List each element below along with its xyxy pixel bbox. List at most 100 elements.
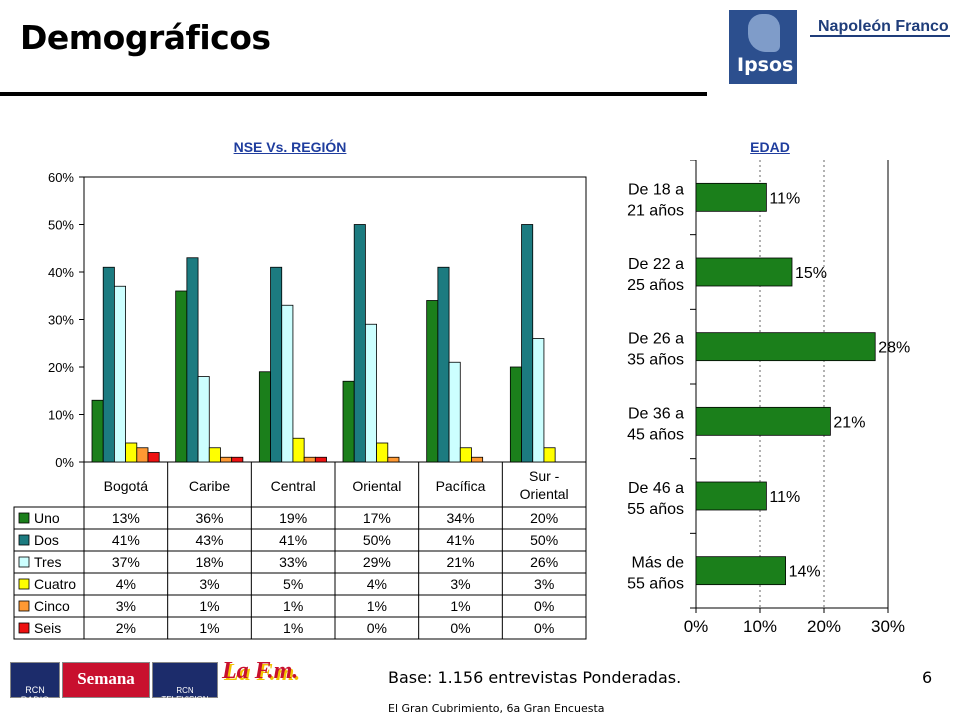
bar-seis [231, 456, 244, 463]
bar-uno [509, 366, 522, 463]
table-cell: 17% [363, 510, 391, 526]
table-cell: 41% [446, 532, 474, 548]
x-category-label: Caribe [189, 478, 230, 494]
age-bar [695, 182, 767, 212]
study-note: El Gran Cubrimiento, 6a Gran Encuesta [388, 702, 605, 715]
table-cell: 3% [450, 576, 470, 592]
x-category-label: Central [271, 478, 316, 494]
table-cell: 1% [199, 598, 219, 614]
table-cell: 5% [283, 576, 303, 592]
age-bar-value: 15% [795, 265, 827, 282]
age-category-line2: 55 años [627, 501, 684, 518]
x-category-label-line1: Sur - [529, 468, 560, 484]
bar-dos [521, 224, 534, 463]
bar-tres [197, 376, 210, 463]
table-cell: 0% [534, 598, 554, 614]
bar-seis [314, 456, 327, 463]
table-cell: 26% [530, 554, 558, 570]
bar-uno [175, 290, 188, 463]
bar-cinco [471, 456, 484, 463]
ipsos-head-icon [748, 14, 780, 52]
edad-chart-title: EDAD [750, 139, 790, 155]
x-category-label: Oriental [352, 478, 401, 494]
bar-tres [281, 304, 294, 463]
age-category-line1: De 46 a [628, 480, 684, 497]
x-category-label: Bogotá [104, 478, 149, 494]
bar-cinco [220, 456, 233, 463]
table-cell: 50% [363, 532, 391, 548]
semana-logo: Semana [62, 662, 150, 698]
bar-cuatro [125, 442, 138, 463]
rcn-radio-logo-text: RCN RADIO [20, 685, 50, 705]
bar-cuatro [543, 447, 556, 463]
table-cell: 0% [534, 620, 554, 636]
legend-swatch [18, 622, 30, 634]
rcn-tv-logo-text: RCN TELEVISION [161, 686, 209, 704]
bar-cinco [303, 456, 316, 463]
table-cell: 37% [112, 554, 140, 570]
table-cell: 34% [446, 510, 474, 526]
bar-cuatro [459, 447, 472, 463]
bar-dos [270, 266, 283, 463]
la-fm-logo-text: La F.m. [222, 658, 299, 684]
y-tick-label: 50% [48, 218, 74, 233]
table-cell: 43% [195, 532, 223, 548]
age-bar [695, 406, 831, 436]
x-category-label-line2: Oriental [520, 486, 569, 502]
bar-cuatro [376, 442, 389, 463]
table-cell: 50% [530, 532, 558, 548]
table-cell: 29% [363, 554, 391, 570]
table-cell: 1% [283, 620, 303, 636]
y-tick-label: 20% [48, 360, 74, 375]
title-divider [0, 92, 707, 96]
age-bar [695, 556, 786, 586]
company-name: Napoleón Franco [818, 18, 949, 35]
table-cell: 4% [116, 576, 136, 592]
y-tick-label: 60% [48, 170, 74, 185]
page-title: Demográficos [20, 18, 271, 57]
edad-chart: 0% 10% 20% 30% 11% De 18 a 21 años 15% De 22 a 25… [627, 160, 910, 635]
bar-dos [102, 266, 115, 463]
bar-tres [364, 323, 377, 463]
legend-label: Tres [34, 554, 61, 570]
age-category-line2: 25 años [627, 277, 684, 294]
bar-cuatro [208, 447, 221, 463]
x-tick-label: 10% [743, 617, 777, 635]
legend-swatch [18, 600, 30, 612]
bar-seis [147, 452, 160, 463]
age-bar-value: 21% [833, 414, 865, 431]
age-bar-value: 11% [769, 489, 800, 506]
table-cell: 20% [530, 510, 558, 526]
table-cell: 18% [195, 554, 223, 570]
legend-swatch [18, 556, 30, 568]
bar-tres [114, 285, 127, 463]
age-category-line1: De 22 a [628, 256, 684, 273]
age-category-line2: 21 años [627, 202, 684, 219]
table-cell: 21% [446, 554, 474, 570]
table-cell: 13% [112, 510, 140, 526]
table-cell: 1% [450, 598, 470, 614]
table-cell: 0% [450, 620, 470, 636]
x-tick-label: 0% [684, 617, 709, 635]
legend-swatch [18, 578, 30, 590]
bar-uno [342, 380, 355, 463]
base-note: Base: 1.156 entrevistas Ponderadas. [388, 668, 682, 687]
x-category-label: Pacífica [436, 478, 486, 494]
y-tick-label: 0% [55, 455, 74, 470]
table-cell: 0% [367, 620, 387, 636]
legend-label: Cuatro [34, 576, 76, 592]
rcn-tv-logo: RCN TELEVISION [152, 662, 218, 704]
nse-region-chart: 0% 10% 20% 30% 40% 50% 60% Bogotá Caribe Central O… [13, 170, 587, 640]
age-bar [695, 257, 793, 287]
plot-area [83, 176, 587, 463]
age-bar [695, 332, 876, 362]
bar-dos [437, 266, 450, 463]
semana-logo-text: Semana [77, 669, 135, 688]
y-tick-label: 30% [48, 313, 74, 328]
table-cell: 4% [367, 576, 387, 592]
nse-chart-title: NSE Vs. REGIÓN [233, 139, 347, 155]
page-number: 6 [922, 668, 933, 687]
table-cell: 1% [283, 598, 303, 614]
legend-label: Dos [34, 532, 59, 548]
age-category-line1: De 36 a [628, 405, 684, 422]
